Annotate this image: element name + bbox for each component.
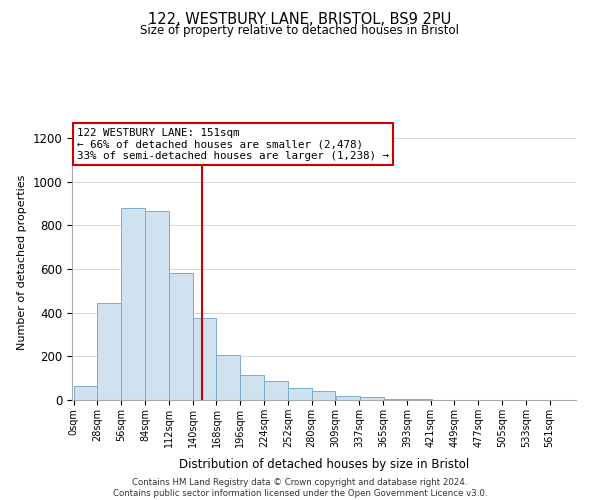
Y-axis label: Number of detached properties: Number of detached properties [17,175,27,350]
Bar [97,303,121,400]
Text: Size of property relative to detached houses in Bristol: Size of property relative to detached ho… [140,24,460,37]
Bar [311,390,335,400]
Bar [169,274,193,400]
Text: Contains HM Land Registry data © Crown copyright and database right 2024.
Contai: Contains HM Land Registry data © Crown c… [113,478,487,498]
Bar [264,381,288,400]
X-axis label: Distribution of detached houses by size in Bristol: Distribution of detached houses by size … [179,458,469,471]
Bar [337,396,360,400]
Bar [74,386,97,400]
Bar [193,318,217,400]
Bar [145,211,169,400]
Bar [240,375,264,400]
Bar [288,388,311,400]
Bar [360,396,384,400]
Bar [384,399,408,400]
Bar [121,208,145,400]
Bar [217,356,240,400]
Text: 122 WESTBURY LANE: 151sqm
← 66% of detached houses are smaller (2,478)
33% of se: 122 WESTBURY LANE: 151sqm ← 66% of detac… [77,128,389,161]
Text: 122, WESTBURY LANE, BRISTOL, BS9 2PU: 122, WESTBURY LANE, BRISTOL, BS9 2PU [148,12,452,28]
